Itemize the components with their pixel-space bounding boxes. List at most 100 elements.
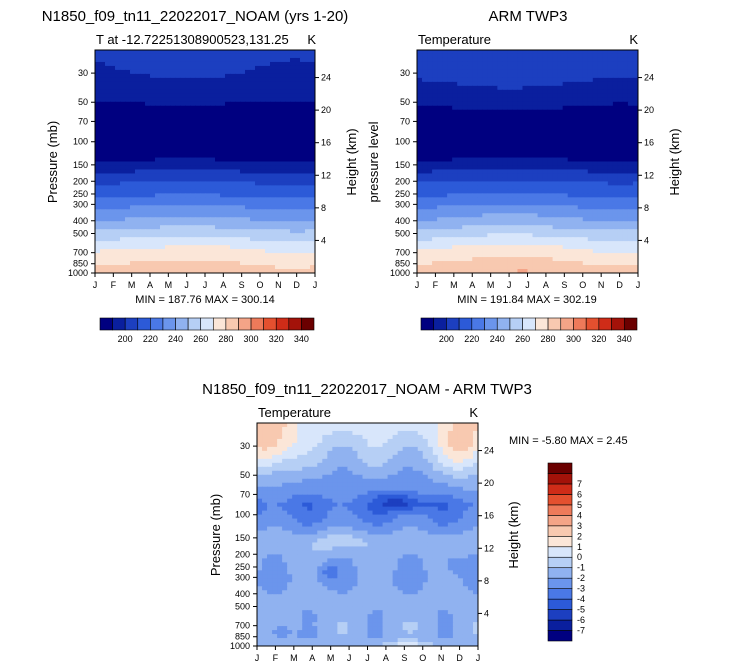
heatmap-cell <box>275 93 281 99</box>
heatmap-cell <box>547 161 554 167</box>
heatmap-cell <box>622 169 629 175</box>
heatmap-cell <box>552 201 559 206</box>
heatmap-cell <box>502 265 509 270</box>
heatmap-cell <box>140 133 146 139</box>
heatmap-cell <box>492 265 498 270</box>
heatmap-cell <box>577 53 584 59</box>
heatmap-cell <box>632 257 638 262</box>
heatmap-cell <box>110 197 116 202</box>
heatmap-cell <box>632 149 638 155</box>
heatmap-cell <box>175 245 181 250</box>
heatmap-cell <box>225 50 231 55</box>
heatmap-cell <box>305 117 311 123</box>
heatmap-cell <box>432 81 438 87</box>
heatmap-cell <box>150 53 156 59</box>
heatmap-cell <box>632 50 638 55</box>
heatmap-cell <box>290 257 296 262</box>
heatmap-cell <box>477 65 483 71</box>
heatmap-cell <box>180 105 186 111</box>
heatmap-cell <box>280 109 286 115</box>
heatmap-cell <box>220 65 226 71</box>
heatmap-cell <box>587 133 594 139</box>
heatmap-cell <box>115 245 121 250</box>
heatmap-cell <box>562 217 569 222</box>
heatmap-cell <box>95 113 101 119</box>
heatmap-cell <box>185 133 191 139</box>
heatmap-cell <box>417 121 423 127</box>
heatmap-cell <box>95 73 101 79</box>
heatmap-cell <box>110 153 116 159</box>
heatmap-cell <box>280 89 286 95</box>
heatmap-cell <box>582 109 589 115</box>
heatmap-cell <box>482 265 488 270</box>
heatmap-cell <box>477 229 483 234</box>
heatmap-cell <box>240 73 246 79</box>
heatmap-cell <box>240 245 246 250</box>
heatmap-cell <box>150 149 156 155</box>
heatmap-cell <box>285 201 291 206</box>
heatmap-cell <box>527 185 534 190</box>
heatmap-cell <box>522 93 529 99</box>
heatmap-cell <box>437 133 443 139</box>
heatmap-cell <box>522 85 529 91</box>
heatmap-cell <box>532 221 539 226</box>
heatmap-cell <box>220 169 226 175</box>
heatmap-cell <box>467 129 473 135</box>
heatmap-cell <box>512 137 519 143</box>
heatmap-cell <box>482 193 488 198</box>
heatmap-cell <box>245 109 251 115</box>
heatmap-cell <box>220 145 226 151</box>
heatmap-cell <box>492 161 498 167</box>
heatmap-cell <box>487 177 493 183</box>
heatmap-cell <box>617 169 624 175</box>
x-tick-label: J <box>93 280 98 290</box>
heatmap-cell <box>602 193 609 198</box>
heatmap-cell <box>522 129 529 135</box>
heatmap-cell <box>482 149 488 155</box>
heatmap-cell <box>240 137 246 143</box>
heatmap-cell <box>260 129 266 135</box>
heatmap-cell <box>557 85 564 91</box>
heatmap-cell <box>190 50 196 55</box>
heatmap-cell <box>472 129 478 135</box>
heatmap-cell <box>145 53 151 59</box>
heatmap-cell <box>617 249 624 254</box>
heatmap-cell <box>442 249 448 254</box>
heatmap-cell <box>220 113 226 119</box>
heatmap-cell <box>577 249 584 254</box>
heatmap-cell <box>305 213 311 218</box>
heatmap-cell <box>417 97 423 103</box>
heatmap-cell <box>280 169 286 175</box>
heatmap-cell <box>210 169 216 175</box>
heatmap-cell <box>612 153 619 159</box>
heatmap-cell <box>310 89 315 95</box>
heatmap-cell <box>230 113 236 119</box>
heatmap-cell <box>432 265 438 270</box>
heatmap-cell <box>280 149 286 155</box>
heatmap-cell <box>462 105 468 111</box>
heatmap-cell <box>165 145 171 151</box>
heatmap-cell <box>522 141 529 147</box>
heatmap-cell <box>562 205 569 210</box>
heatmap-cell <box>567 177 574 183</box>
heatmap-cell <box>622 77 629 83</box>
heatmap-cell <box>512 77 519 83</box>
heatmap-cell <box>245 173 251 179</box>
heatmap-cell <box>627 217 634 222</box>
heatmap-cell <box>557 73 564 79</box>
heatmap-cell <box>427 229 433 234</box>
heatmap-cell <box>310 261 315 266</box>
heatmap-cell <box>442 177 448 183</box>
heatmap-cell <box>532 89 539 95</box>
heatmap-cell <box>135 109 141 115</box>
heatmap-cell <box>462 185 468 190</box>
heatmap-cell <box>170 237 176 242</box>
heatmap-cell <box>452 53 458 59</box>
heatmap-cell <box>260 89 266 95</box>
heatmap-cell <box>502 165 509 171</box>
heatmap-cell <box>235 269 241 273</box>
heatmap-cell <box>215 137 221 143</box>
heatmap-cell <box>587 173 594 179</box>
heatmap-cell <box>577 225 584 230</box>
heatmap-cell <box>622 69 629 75</box>
